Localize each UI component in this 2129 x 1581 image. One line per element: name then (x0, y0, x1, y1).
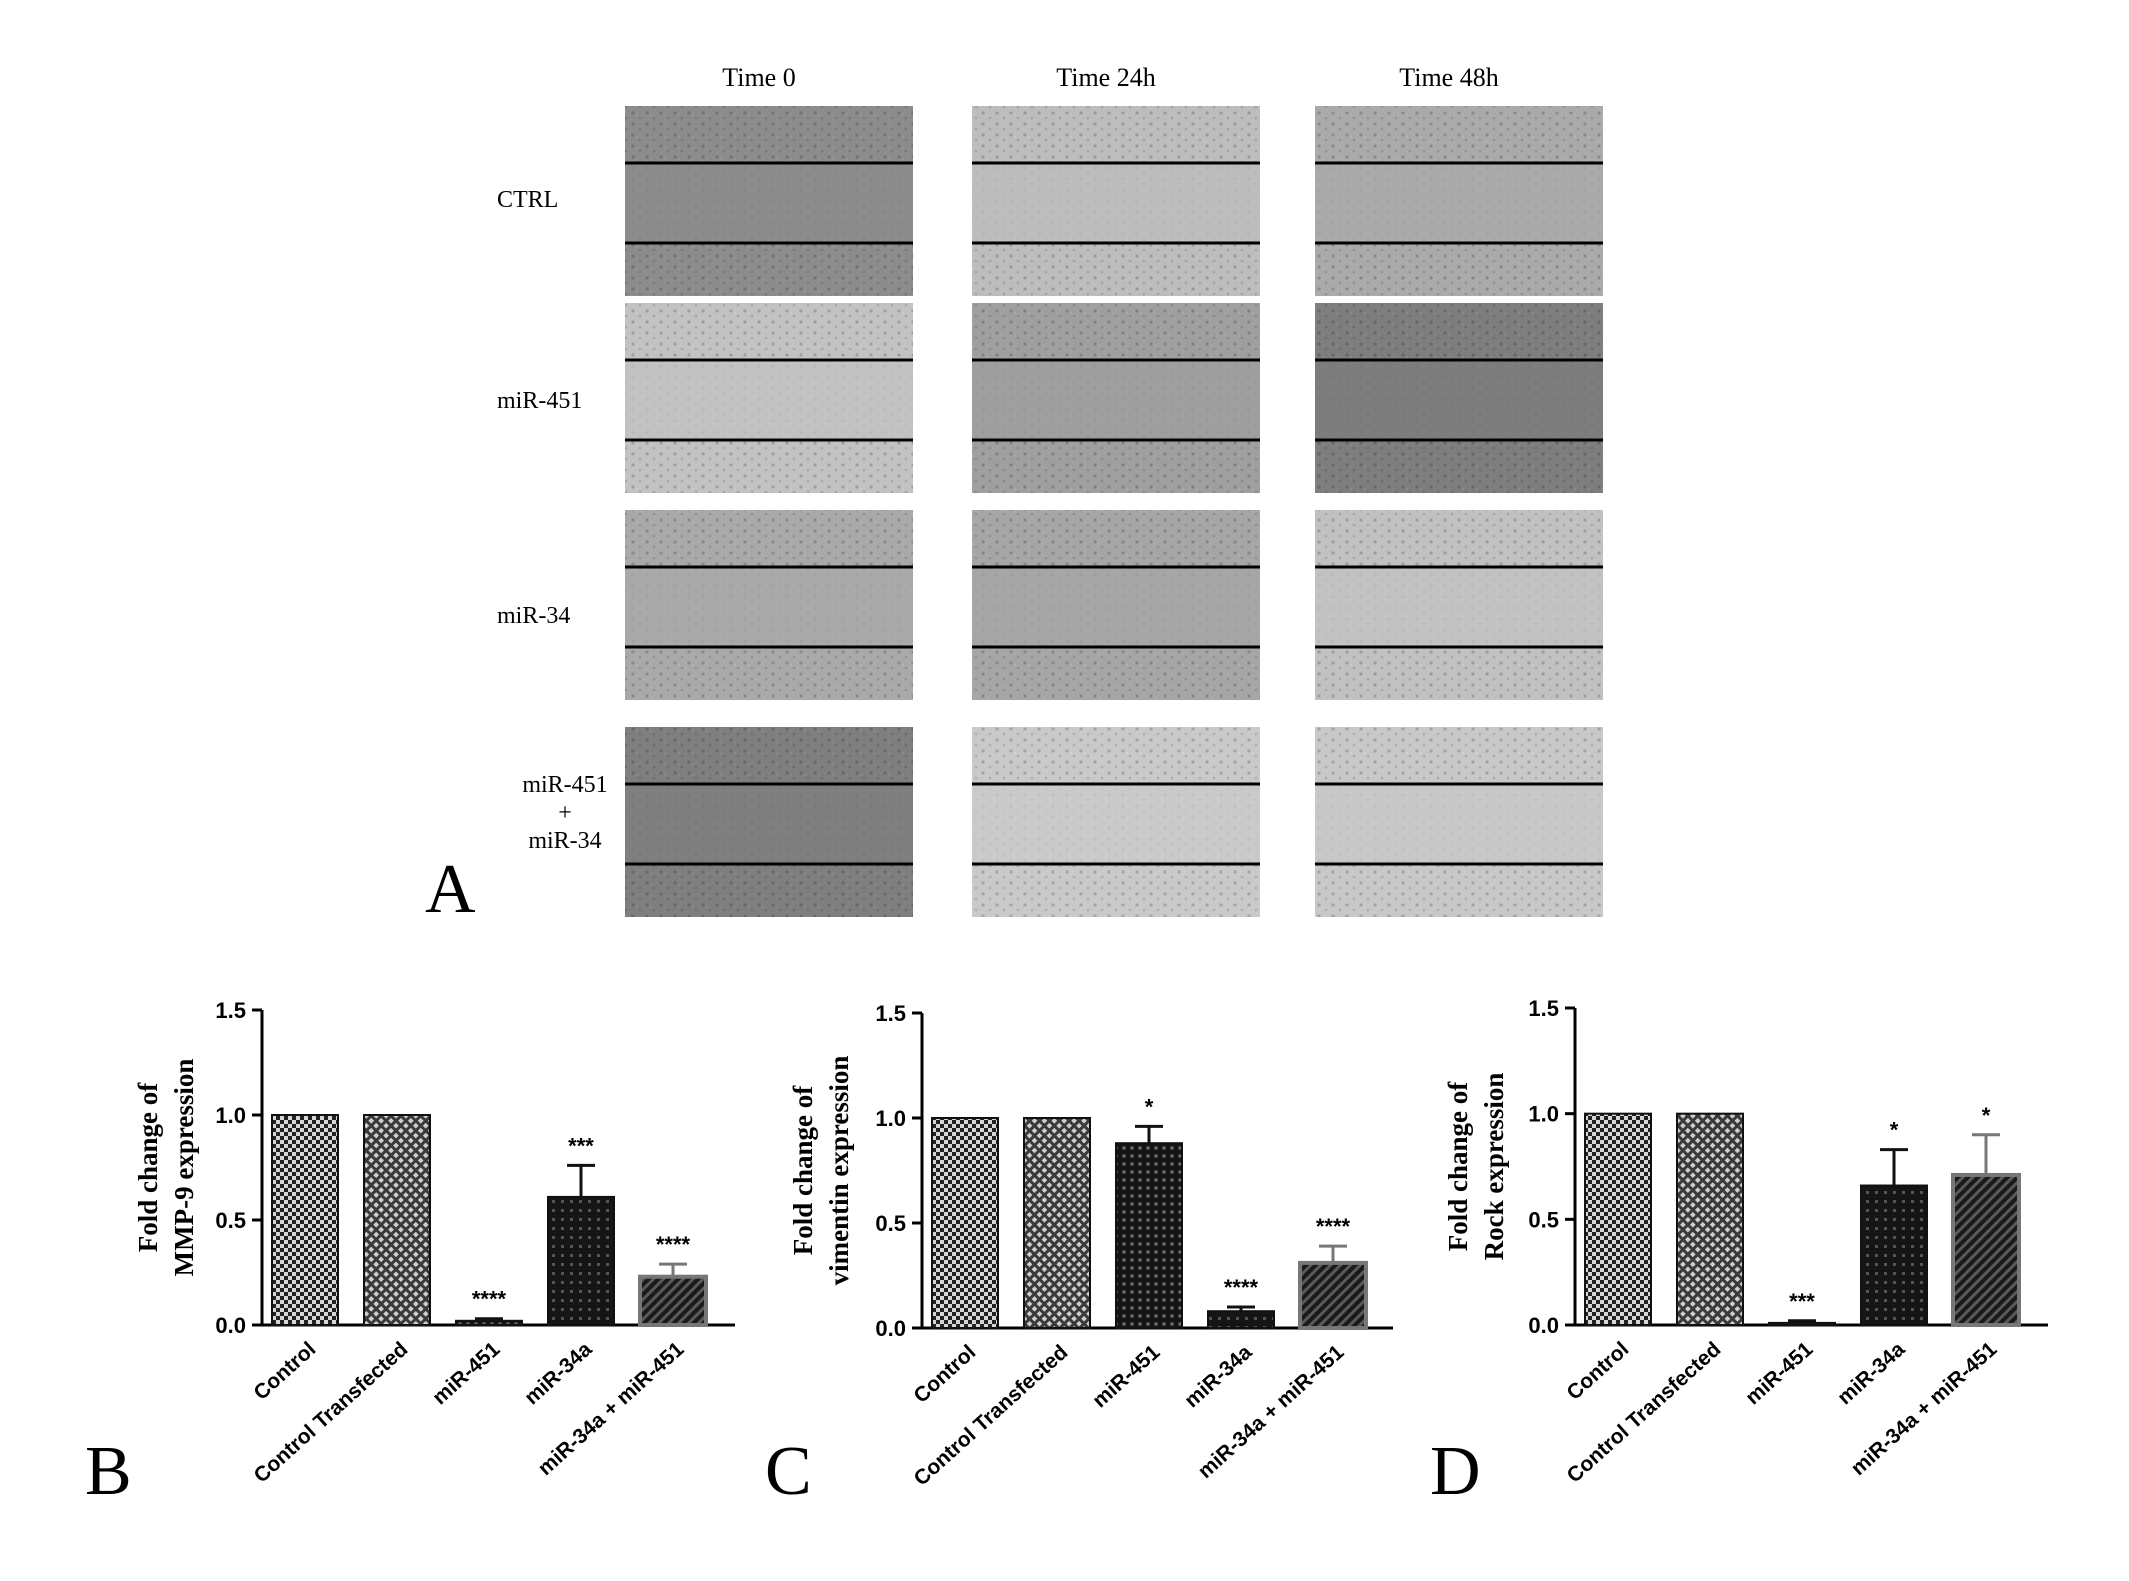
significance-label: * (1890, 1118, 1899, 1143)
significance-label: **** (1224, 1275, 1259, 1300)
significance-label: **** (472, 1287, 507, 1312)
micrograph (972, 106, 1260, 296)
category-label: Control Transfected (1563, 1338, 1726, 1488)
significance-label: **** (1316, 1214, 1351, 1239)
category-label: Control (249, 1338, 320, 1405)
micrograph (1315, 510, 1603, 700)
bar (931, 1117, 999, 1329)
row-label: miR-451 (497, 388, 582, 414)
bar (1115, 1142, 1183, 1329)
micrograph (625, 106, 913, 296)
column-label: Time 24h (1056, 63, 1155, 92)
y-axis-label: Rock expression (1479, 1073, 1509, 1261)
category-label: Control Transfected (250, 1338, 413, 1488)
category-label: Control (1562, 1338, 1633, 1405)
category-label: miR-34a (1180, 1340, 1256, 1412)
y-axis-label: Fold change of (133, 1082, 163, 1253)
micrograph (972, 727, 1260, 917)
y-tick-label: 1.5 (875, 1001, 906, 1026)
micrograph (625, 303, 913, 493)
panel-letter: D (1430, 1433, 1481, 1510)
y-tick-label: 0.0 (1528, 1313, 1559, 1338)
y-tick-label: 0.0 (875, 1316, 906, 1341)
panel-letter: C (765, 1433, 812, 1510)
row-label: miR-451 (522, 772, 607, 798)
chart-d-rock: 0.0 0.5 1.0 1.5 Fold change of Rock expressio… (1430, 996, 2048, 1510)
significance-label: * (1982, 1103, 1991, 1128)
bar (271, 1114, 339, 1326)
y-axis-label: Fold change of (1443, 1081, 1473, 1252)
micrograph (1315, 727, 1603, 917)
panel-a-letter: A (425, 851, 476, 928)
column-labels: Time 0 Time 24h Time 48h (722, 63, 1498, 92)
micrograph-grid (625, 106, 1603, 917)
y-tick-label: 1.0 (875, 1106, 906, 1131)
bar (1676, 1112, 1744, 1326)
panel-letter: B (85, 1433, 132, 1510)
bar (547, 1195, 615, 1327)
bar (638, 1274, 708, 1327)
category-label: miR-451 (1741, 1337, 1817, 1409)
y-tick-label: 1.0 (1528, 1102, 1559, 1127)
category-label: Control Transfected (910, 1341, 1073, 1491)
bar (1584, 1112, 1652, 1326)
category-label: miR-34a (520, 1337, 596, 1409)
chart-c-vimentin: 0.0 0.5 1.0 1.5 Fold change of vimentin expre… (765, 1001, 1393, 1510)
y-axis-label: Fold change of (788, 1085, 818, 1256)
bar (1207, 1310, 1275, 1329)
y-tick-label: 0.5 (875, 1211, 906, 1236)
bar (1768, 1321, 1836, 1327)
micrograph (625, 510, 913, 700)
y-axis-label: vimentin expression (824, 1056, 854, 1286)
category-label: Control (909, 1341, 980, 1408)
row-label: CTRL (497, 187, 558, 213)
significance-label: * (1145, 1094, 1154, 1119)
row-label: + (558, 800, 572, 826)
significance-label: *** (568, 1133, 594, 1158)
significance-label: *** (1789, 1289, 1815, 1314)
y-tick-label: 1.0 (215, 1103, 246, 1128)
row-label: miR-34 (528, 828, 601, 854)
micrograph (1315, 303, 1603, 493)
bar (1860, 1184, 1928, 1327)
micrograph (972, 510, 1260, 700)
y-tick-label: 0.5 (1528, 1207, 1559, 1232)
significance-label: **** (656, 1232, 691, 1257)
bar (1951, 1172, 2021, 1328)
column-label: Time 0 (722, 63, 795, 92)
y-tick-label: 0.5 (215, 1208, 246, 1233)
category-label: miR-451 (428, 1337, 504, 1409)
bar (363, 1114, 431, 1326)
chart-b-mmp9: 0.0 0.5 1.0 1.5 Fold change of MMP-9 expressi… (85, 998, 735, 1510)
panel-a-scratch-assay: Time 0 Time 24h Time 48h CTRL miR-451 miR-34… (425, 63, 1603, 928)
bar (1298, 1260, 1368, 1331)
category-label: miR-34a (1833, 1337, 1909, 1409)
bar (455, 1319, 523, 1327)
y-tick-label: 1.5 (215, 998, 246, 1023)
micrograph (1315, 106, 1603, 296)
micrograph (625, 727, 913, 917)
y-axis-label: MMP-9 expression (169, 1059, 199, 1277)
bar (1023, 1117, 1091, 1329)
y-tick-label: 0.0 (215, 1313, 246, 1338)
category-label: miR-451 (1088, 1340, 1164, 1412)
row-label: miR-34 (497, 603, 570, 629)
column-label: Time 48h (1399, 63, 1498, 92)
y-tick-label: 1.5 (1528, 996, 1559, 1021)
micrograph (972, 303, 1260, 493)
